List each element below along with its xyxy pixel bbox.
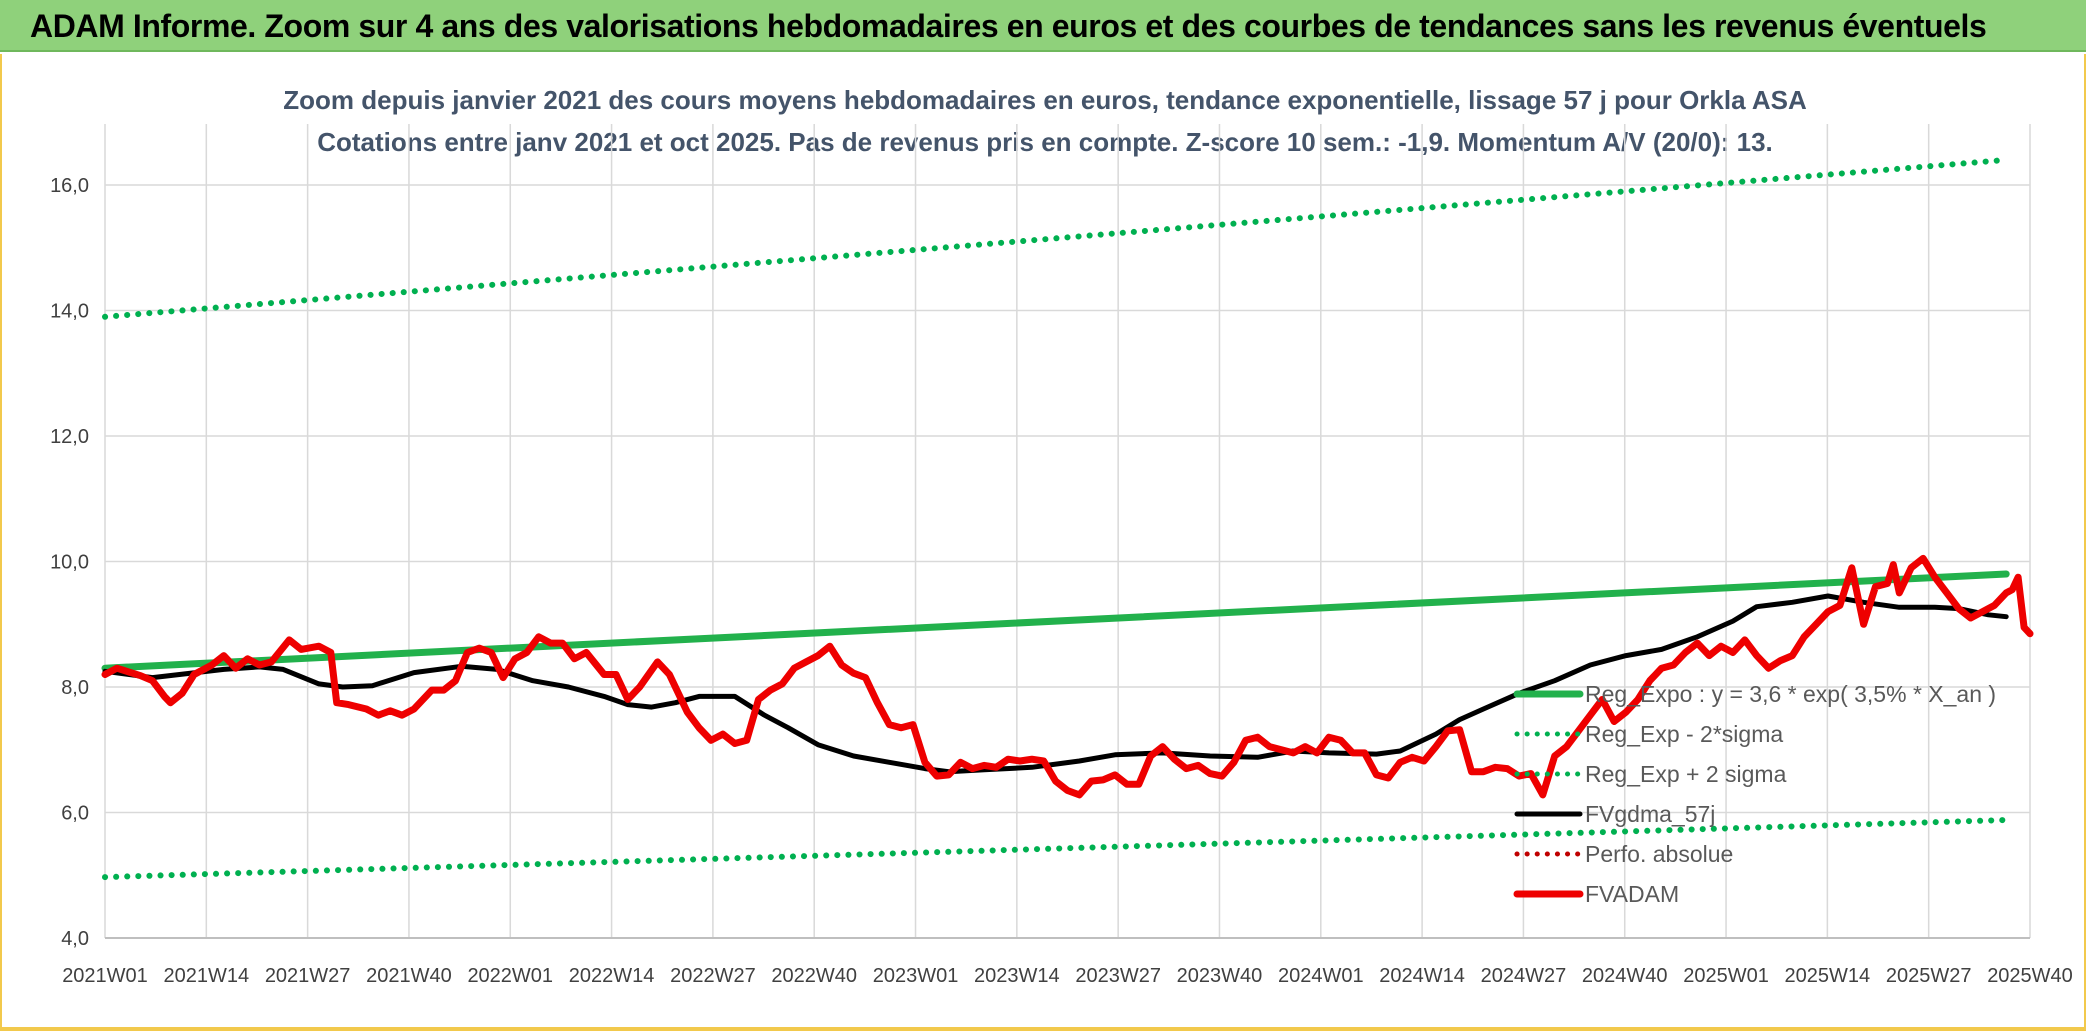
legend-label-sigma-plus: Reg_Exp + 2 sigma — [1585, 761, 1787, 787]
x-tick-label: 2024W40 — [1582, 965, 1668, 987]
x-tick-label: 2021W27 — [265, 965, 351, 987]
grid-lines — [104, 124, 2031, 939]
legend-label-reg-expo: Reg_Expo : y = 3,6 * exp( 3,5% * X_an ) — [1585, 681, 1996, 707]
legend-label-fvgdma: FVgdma_57j — [1585, 801, 1715, 827]
x-tick-label: 2025W27 — [1886, 965, 1972, 987]
x-tick-label: 2025W14 — [1785, 965, 1871, 987]
legend-label-fvadam: FVADAM — [1585, 881, 1679, 907]
y-tick-label: 16,0 — [50, 175, 89, 197]
series-line-fvadam — [101, 554, 2034, 799]
x-tick-label: 2023W40 — [1177, 965, 1263, 987]
x-tick-label: 2022W27 — [670, 965, 756, 987]
series-line-sigma-plus — [102, 156, 2010, 320]
legend-label-sigma-minus: Reg_Exp - 2*sigma — [1585, 721, 1783, 747]
x-tick-label: 2025W40 — [1987, 965, 2073, 987]
x-tick-label: 2022W01 — [467, 965, 553, 987]
legend-label-perfo: Perfo. absolue — [1585, 841, 1733, 867]
y-tick-label: 8,0 — [61, 677, 89, 699]
chart-title-line-2: Cotations entre janv 2021 et oct 2025. P… — [317, 127, 1773, 157]
report-title: ADAM Informe. Zoom sur 4 ans des valoris… — [30, 8, 1987, 44]
x-tick-label: 2024W01 — [1278, 965, 1364, 987]
x-tick-label: 2021W40 — [366, 965, 452, 987]
x-tick-label: 2021W01 — [62, 965, 148, 987]
x-tick-label: 2023W14 — [974, 965, 1060, 987]
y-tick-label: 6,0 — [61, 803, 89, 825]
series-line-reg-expo — [101, 570, 2010, 672]
series-line-sigma-minus — [102, 817, 2010, 881]
x-axis-ticks: 2021W01 2021W14 2021W27 2021W40 2022W01 2022W… — [62, 965, 2073, 987]
y-axis-ticks: 4,0 6,0 8,0 10,0 12,0 14,0 16,0 — [50, 175, 89, 950]
x-tick-label: 2021W14 — [164, 965, 250, 987]
series-lines — [101, 156, 2034, 881]
x-tick-label: 2025W01 — [1683, 965, 1769, 987]
x-tick-label: 2024W14 — [1379, 965, 1465, 987]
chart-title-line-1: Zoom depuis janvier 2021 des cours moyen… — [283, 85, 1807, 115]
series-line-fvgdma — [102, 593, 2009, 775]
x-tick-label: 2024W27 — [1481, 965, 1567, 987]
chart-frame: Zoom depuis janvier 2021 des cours moyen… — [0, 54, 2086, 1031]
x-tick-label: 2022W40 — [771, 965, 857, 987]
legend: Reg_Expo : y = 3,6 * exp( 3,5% * X_an ) R… — [1513, 681, 1996, 907]
report-banner: ADAM Informe. Zoom sur 4 ans des valoris… — [0, 0, 2086, 52]
y-tick-label: 10,0 — [50, 552, 89, 574]
x-tick-label: 2023W01 — [873, 965, 959, 987]
x-tick-label: 2022W14 — [569, 965, 655, 987]
y-tick-label: 12,0 — [50, 426, 89, 448]
line-chart: Zoom depuis janvier 2021 des cours moyen… — [50, 85, 2073, 987]
x-tick-label: 2023W27 — [1075, 965, 1161, 987]
y-tick-label: 14,0 — [50, 301, 89, 323]
y-tick-label: 4,0 — [61, 928, 89, 950]
bottom-border — [0, 1027, 2086, 1031]
